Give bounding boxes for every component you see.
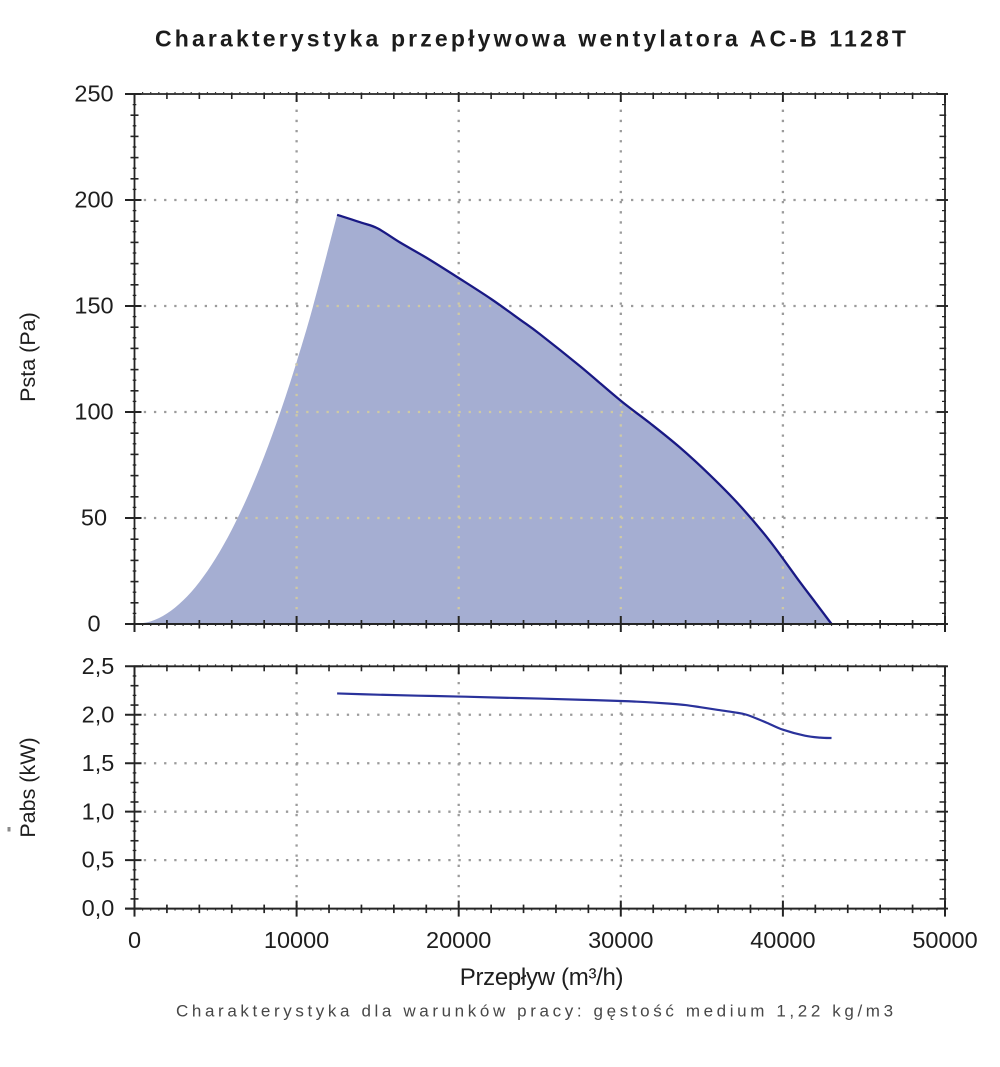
svg-text:Przepływ (m³/h): Przepływ (m³/h) (460, 964, 624, 991)
svg-text:30000: 30000 (588, 927, 653, 953)
svg-text:200: 200 (74, 186, 113, 212)
svg-text:1,0: 1,0 (82, 798, 115, 824)
svg-text:250: 250 (74, 80, 113, 106)
svg-text:0,5: 0,5 (82, 847, 115, 873)
svg-text:Charakterystyka dla warunków p: Charakterystyka dla warunków pracy: gęst… (176, 1002, 897, 1021)
svg-text:0,0: 0,0 (82, 895, 115, 921)
svg-text:0: 0 (128, 927, 141, 953)
svg-text:1,5: 1,5 (82, 750, 115, 776)
svg-text:Psta (Pa): Psta (Pa) (16, 312, 40, 402)
svg-text:Pabs (kW): Pabs (kW) (16, 737, 40, 837)
svg-text:2,5: 2,5 (82, 653, 115, 679)
svg-text:2,0: 2,0 (82, 701, 115, 727)
svg-text:100: 100 (74, 398, 113, 424)
svg-text:20000: 20000 (426, 927, 491, 953)
svg-text:50: 50 (81, 504, 107, 530)
svg-text:40000: 40000 (750, 927, 815, 953)
svg-text:150: 150 (74, 292, 113, 318)
svg-text:50000: 50000 (912, 927, 977, 953)
svg-text:10000: 10000 (264, 927, 329, 953)
svg-text:Charakterystyka przepływowa we: Charakterystyka przepływowa wentylatora … (155, 26, 909, 52)
svg-text:0: 0 (87, 610, 100, 636)
